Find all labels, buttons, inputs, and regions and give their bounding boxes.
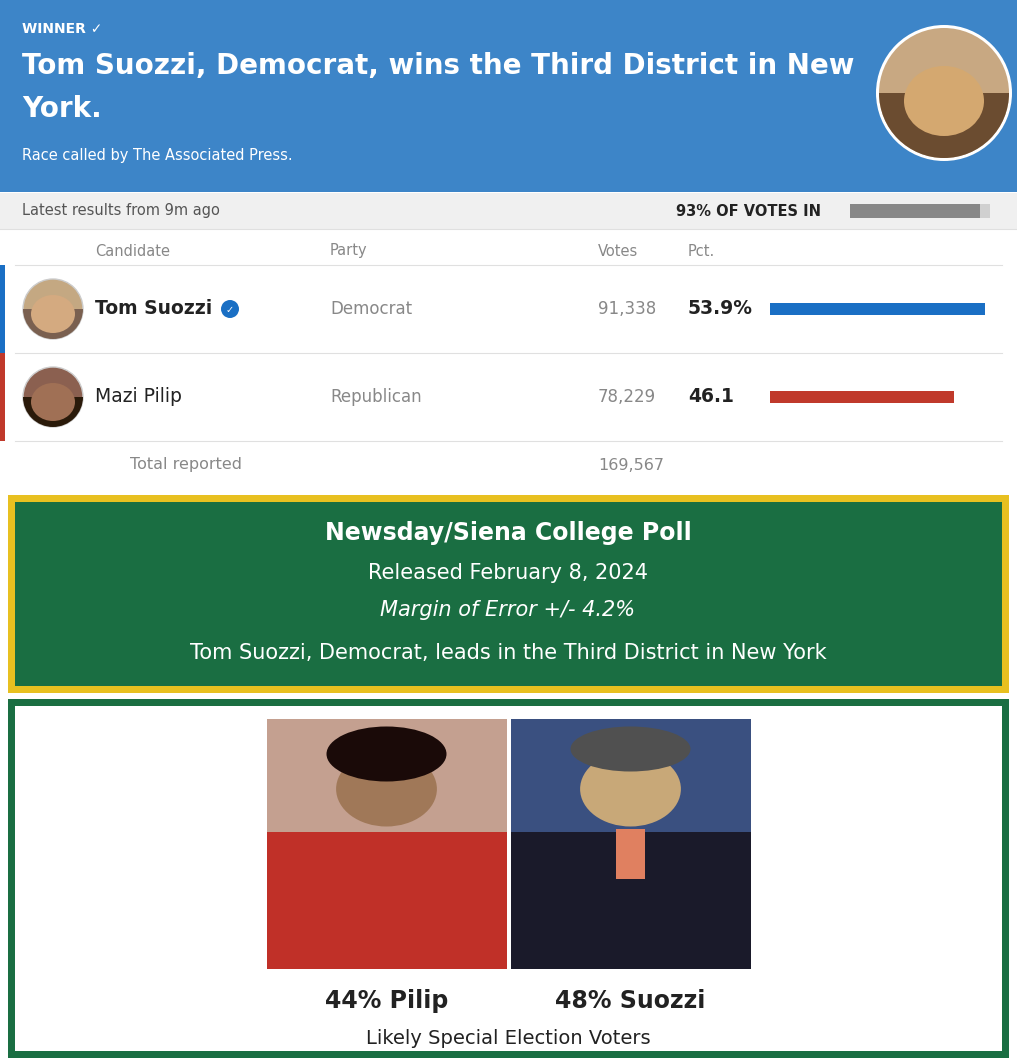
Bar xyxy=(266,719,506,969)
Bar xyxy=(0,353,5,441)
Bar xyxy=(770,303,984,315)
Text: ✓: ✓ xyxy=(226,305,234,314)
Text: Margin of Error +/- 4.2%: Margin of Error +/- 4.2% xyxy=(380,600,636,620)
Bar xyxy=(770,391,954,402)
Text: Mazi Pilip: Mazi Pilip xyxy=(95,388,182,407)
Wedge shape xyxy=(23,397,83,427)
Circle shape xyxy=(879,28,1009,158)
Text: Likely Special Election Voters: Likely Special Election Voters xyxy=(366,1029,650,1048)
Bar xyxy=(0,229,1017,539)
Text: Race called by The Associated Press.: Race called by The Associated Press. xyxy=(22,148,293,162)
Text: Party: Party xyxy=(330,243,367,258)
Circle shape xyxy=(876,25,1012,161)
Circle shape xyxy=(23,367,83,427)
Text: 53.9%: 53.9% xyxy=(687,299,753,319)
Text: 44% Pilip: 44% Pilip xyxy=(324,989,448,1013)
Bar xyxy=(0,193,1017,229)
Text: Pct.: Pct. xyxy=(687,243,715,258)
Ellipse shape xyxy=(580,752,681,826)
Bar xyxy=(0,266,5,353)
Bar xyxy=(266,832,506,969)
Bar xyxy=(511,719,751,969)
Bar xyxy=(8,495,1009,693)
Bar xyxy=(15,502,1002,686)
Ellipse shape xyxy=(31,295,75,333)
Text: Total reported: Total reported xyxy=(130,458,242,473)
Bar xyxy=(8,699,1009,1058)
Text: Latest results from 9m ago: Latest results from 9m ago xyxy=(22,204,220,219)
Text: 78,229: 78,229 xyxy=(598,388,656,406)
Text: Released February 8, 2024: Released February 8, 2024 xyxy=(368,563,648,583)
Ellipse shape xyxy=(31,383,75,421)
Circle shape xyxy=(221,299,239,318)
Bar xyxy=(850,204,990,218)
Ellipse shape xyxy=(571,726,691,771)
Ellipse shape xyxy=(904,66,984,136)
Bar xyxy=(0,0,1017,192)
Text: Votes: Votes xyxy=(598,243,639,258)
Text: Tom Suozzi: Tom Suozzi xyxy=(95,299,213,319)
Text: 169,567: 169,567 xyxy=(598,458,664,473)
Bar xyxy=(850,204,980,218)
Wedge shape xyxy=(23,309,83,339)
Text: Candidate: Candidate xyxy=(95,243,170,258)
Text: 48% Suozzi: 48% Suozzi xyxy=(555,989,706,1013)
Text: 46.1: 46.1 xyxy=(687,388,734,407)
Text: Democrat: Democrat xyxy=(330,299,412,318)
Text: York.: York. xyxy=(22,95,102,123)
Text: WINNER ✓: WINNER ✓ xyxy=(22,22,103,36)
Text: Tom Suozzi, Democrat, leads in the Third District in New York: Tom Suozzi, Democrat, leads in the Third… xyxy=(190,643,826,663)
Ellipse shape xyxy=(326,726,446,782)
Bar xyxy=(15,706,1002,1051)
Text: Tom Suozzi, Democrat, wins the Third District in New: Tom Suozzi, Democrat, wins the Third Dis… xyxy=(22,52,854,80)
Bar xyxy=(616,829,645,879)
Text: 91,338: 91,338 xyxy=(598,299,656,318)
Text: 93% OF VOTES IN: 93% OF VOTES IN xyxy=(676,204,821,219)
Text: Republican: Republican xyxy=(330,388,422,406)
Text: Newsday/Siena College Poll: Newsday/Siena College Poll xyxy=(324,521,692,545)
Circle shape xyxy=(23,279,83,339)
Wedge shape xyxy=(879,93,1009,158)
Ellipse shape xyxy=(336,752,437,826)
Bar xyxy=(511,832,751,969)
